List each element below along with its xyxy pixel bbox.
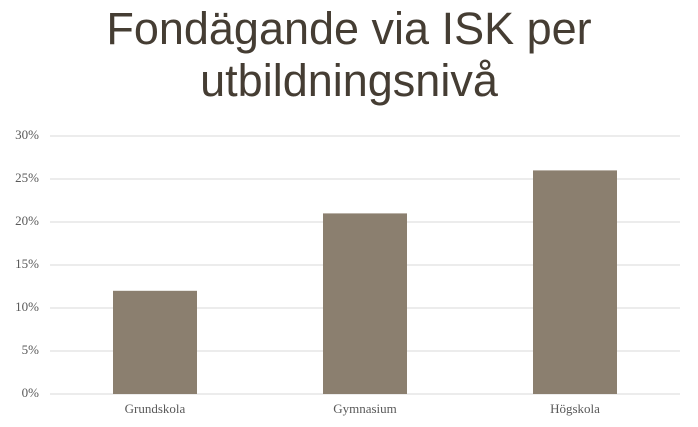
y-tick-label: 15% bbox=[15, 256, 39, 271]
bar bbox=[113, 290, 197, 394]
y-tick-label: 0% bbox=[22, 385, 40, 400]
y-tick-label: 30% bbox=[15, 127, 39, 142]
y-tick-label: 20% bbox=[15, 213, 39, 228]
x-tick-label: Grundskola bbox=[125, 401, 186, 416]
chart-title: Fondägande via ISK per utbildningsnivå bbox=[106, 3, 592, 106]
y-tick-label: 5% bbox=[22, 342, 40, 357]
bar bbox=[323, 213, 407, 394]
x-tick-label: Gymnasium bbox=[333, 401, 397, 416]
y-tick-label: 25% bbox=[15, 170, 39, 185]
x-tick-label: Högskola bbox=[550, 401, 600, 416]
bar bbox=[533, 170, 617, 394]
y-tick-label: 10% bbox=[15, 299, 39, 314]
